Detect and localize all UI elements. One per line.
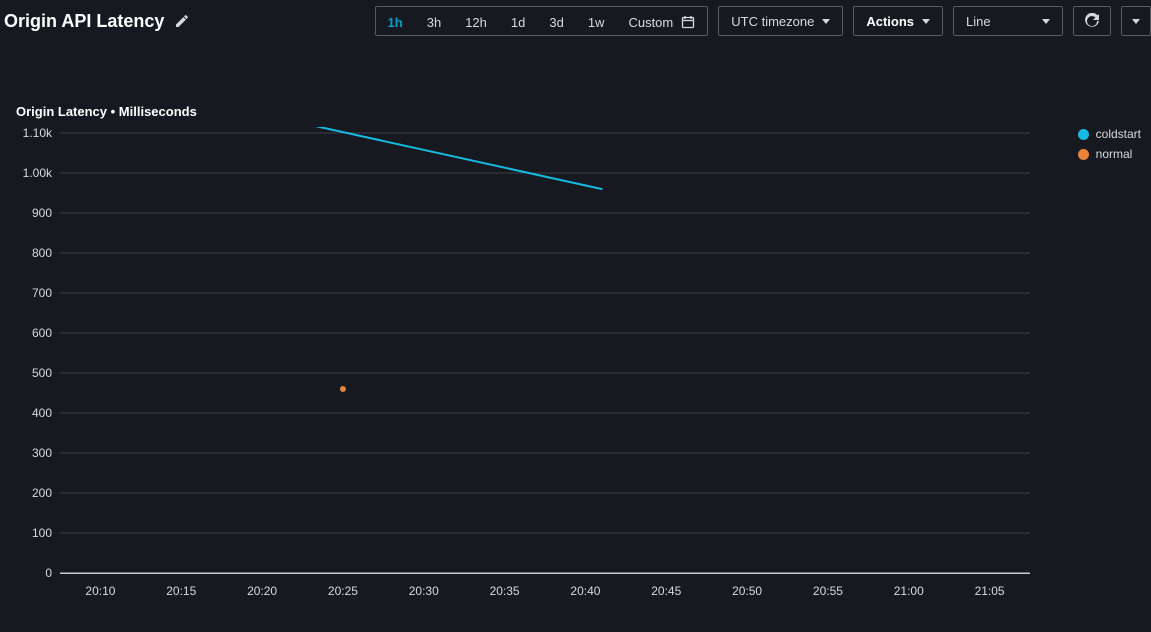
svg-text:500: 500: [32, 366, 52, 380]
svg-text:0: 0: [45, 566, 52, 580]
calendar-icon: [681, 15, 695, 29]
chart-svg: 0 100 200 300 400 500 600 700 800 900 1.00k 1.10k 20…: [16, 127, 1036, 607]
svg-text:20:40: 20:40: [570, 584, 600, 598]
legend: coldstart normal: [1078, 127, 1141, 167]
svg-text:200: 200: [32, 486, 52, 500]
time-range-1d[interactable]: 1d: [499, 7, 537, 37]
svg-text:20:10: 20:10: [85, 584, 115, 598]
svg-text:1.00k: 1.00k: [23, 166, 53, 180]
title-wrap: Origin API Latency: [0, 11, 190, 32]
plot: 0 100 200 300 400 500 600 700 800 900 1.00k 1.10k 20…: [16, 127, 1064, 610]
edit-title-button[interactable]: [174, 13, 190, 29]
actions-label: Actions: [866, 14, 914, 29]
svg-text:400: 400: [32, 406, 52, 420]
chevron-down-icon: [822, 19, 830, 24]
chevron-down-icon: [1042, 19, 1050, 24]
time-range-custom[interactable]: Custom: [616, 7, 707, 37]
plot-wrap: 0 100 200 300 400 500 600 700 800 900 1.00k 1.10k 20…: [16, 127, 1141, 617]
svg-text:700: 700: [32, 286, 52, 300]
svg-text:900: 900: [32, 206, 52, 220]
time-range-1h[interactable]: 1h: [376, 7, 415, 37]
legend-item-coldstart[interactable]: coldstart: [1078, 127, 1141, 141]
legend-swatch: [1078, 129, 1089, 140]
svg-text:21:05: 21:05: [975, 584, 1005, 598]
chevron-down-icon: [922, 19, 930, 24]
legend-label: coldstart: [1096, 127, 1141, 141]
svg-text:1.10k: 1.10k: [23, 127, 53, 140]
chevron-down-icon: [1132, 19, 1140, 24]
chart-title: Origin Latency • Milliseconds: [16, 104, 1141, 119]
page-title: Origin API Latency: [4, 11, 164, 32]
svg-text:600: 600: [32, 326, 52, 340]
svg-text:100: 100: [32, 526, 52, 540]
time-range-group: 1h3h12h1d3d1w Custom: [375, 6, 709, 36]
svg-text:20:30: 20:30: [409, 584, 439, 598]
chart-panel: Origin Latency • Milliseconds 0 100 200 300…: [0, 44, 1151, 632]
svg-text:21:00: 21:00: [894, 584, 924, 598]
svg-text:20:20: 20:20: [247, 584, 277, 598]
svg-text:20:50: 20:50: [732, 584, 762, 598]
svg-text:20:25: 20:25: [328, 584, 358, 598]
chart-type-label: Line: [966, 14, 991, 29]
more-menu-button[interactable]: [1121, 6, 1151, 36]
actions-button[interactable]: Actions: [853, 6, 943, 36]
svg-text:300: 300: [32, 446, 52, 460]
toolbar: Origin API Latency 1h3h12h1d3d1w Custom U…: [0, 0, 1151, 44]
time-range-12h[interactable]: 12h: [453, 7, 499, 37]
custom-label: Custom: [628, 15, 673, 30]
svg-text:20:35: 20:35: [490, 584, 520, 598]
time-range-1w[interactable]: 1w: [576, 7, 617, 37]
svg-text:20:45: 20:45: [651, 584, 681, 598]
legend-item-normal[interactable]: normal: [1078, 147, 1141, 161]
svg-text:20:15: 20:15: [166, 584, 196, 598]
timezone-select[interactable]: UTC timezone: [718, 6, 843, 36]
time-range-3h[interactable]: 3h: [415, 7, 453, 37]
chart-type-select[interactable]: Line: [953, 6, 1063, 36]
legend-swatch: [1078, 149, 1089, 160]
refresh-button[interactable]: [1073, 6, 1111, 36]
svg-text:20:55: 20:55: [813, 584, 843, 598]
timezone-label: UTC timezone: [731, 14, 814, 29]
legend-label: normal: [1096, 147, 1133, 161]
svg-text:800: 800: [32, 246, 52, 260]
time-range-3d[interactable]: 3d: [537, 7, 575, 37]
